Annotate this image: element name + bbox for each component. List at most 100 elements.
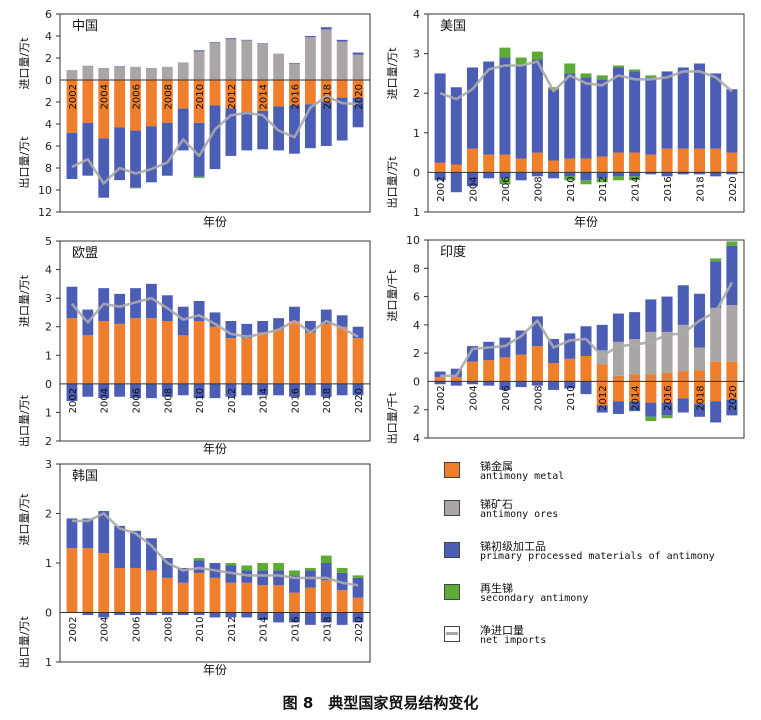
bar-export-primary (726, 172, 738, 175)
bar-import-ores (241, 40, 253, 80)
x-tick-label: 2020 (354, 388, 365, 413)
y-axis-label-export: 出口量/千t (385, 392, 399, 445)
bar-import-primary (352, 52, 364, 55)
bar-import-metal (580, 355, 592, 382)
bar-import-ores (146, 67, 157, 80)
chart-title: 美国 (440, 19, 466, 34)
y-tick-label: 3 (45, 292, 52, 305)
bar-export-secondary (130, 187, 141, 189)
bar-export-primary (320, 612, 332, 623)
bar-import-metal (130, 567, 141, 613)
bar-export-primary (289, 612, 300, 623)
y-tick-label: 4 (413, 8, 420, 21)
bar-import-metal (289, 592, 300, 613)
bar-import-ores (161, 66, 173, 80)
bar-import-metal (225, 338, 237, 384)
y-tick-label: 5 (45, 235, 52, 248)
bar-import-secondary (726, 241, 738, 246)
bar-export-metal (352, 80, 364, 98)
bar-import-ores (336, 41, 348, 80)
bar-import-ores (726, 305, 738, 362)
bar-import-ores (645, 331, 657, 375)
bar-import-metal (612, 152, 624, 173)
bar-import-metal (483, 360, 495, 382)
bar-export-metal (114, 80, 126, 128)
y-tick-label: 8 (413, 262, 420, 275)
bar-import-metal (612, 375, 624, 382)
bar-import-primary (483, 341, 495, 361)
bar-import-metal (177, 335, 189, 384)
x-tick-label: 2016 (290, 617, 301, 642)
bar-export-primary (336, 612, 348, 625)
x-tick-label: 2008 (533, 385, 544, 410)
bar-export-primary (499, 381, 511, 390)
bar-import-metal (352, 597, 364, 613)
bar-import-primary (304, 36, 316, 38)
bar-import-metal (320, 323, 332, 384)
x-tick-label: 2010 (566, 385, 577, 410)
bar-export-metal (146, 80, 157, 127)
y-tick-label: 0 (45, 74, 52, 87)
bar-import-primary (193, 50, 205, 52)
net-imports-line (440, 281, 734, 378)
bar-export-primary (304, 383, 316, 396)
net-imports-line (71, 512, 359, 587)
legend-item-net-imports: 净进口量 net imports (444, 622, 744, 652)
bar-export-primary (450, 172, 462, 193)
bar-export-primary (209, 383, 221, 399)
legend-label-zh: 净进口量 (480, 624, 524, 637)
y-tick-label: 2 (413, 404, 420, 417)
bar-import-metal (515, 354, 527, 382)
bar-export-primary (177, 108, 189, 151)
bar-import-primary (82, 518, 94, 549)
bar-export-metal (177, 80, 189, 109)
bar-import-metal (677, 371, 689, 382)
bar-export-primary (82, 383, 94, 397)
bar-import-secondary (273, 563, 284, 571)
bar-import-primary (515, 65, 527, 159)
bar-import-primary (130, 530, 141, 568)
bar-import-primary (434, 371, 446, 378)
bar-import-primary (596, 324, 608, 351)
bar-import-ores (693, 347, 705, 371)
y-axis-label-import: 进口量/万t (386, 47, 399, 100)
x-tick-label: 2020 (728, 385, 739, 410)
x-tick-label: 2020 (354, 617, 365, 642)
bar-import-metal (531, 346, 543, 382)
x-tick-label: 2006 (132, 617, 143, 642)
x-tick-label: 2008 (163, 388, 174, 413)
bar-import-primary (241, 323, 253, 339)
y-tick-label: 4 (45, 264, 52, 277)
y-tick-label: 4 (45, 118, 52, 131)
bar-import-ores (304, 37, 316, 80)
bar-export-primary (273, 612, 284, 623)
bar-export-primary (499, 172, 511, 179)
bar-import-ores (257, 43, 269, 80)
bar-export-primary (467, 381, 479, 385)
bar-import-metal (548, 160, 560, 173)
x-tick-label: 2010 (566, 176, 577, 201)
bar-import-metal (499, 357, 511, 382)
bar-export-primary (531, 381, 543, 386)
x-tick-label: 2012 (227, 617, 238, 642)
bar-export-metal (612, 381, 624, 402)
bar-export-primary (257, 612, 269, 620)
bar-import-ores (130, 66, 141, 80)
x-tick-label: 2018 (322, 84, 333, 109)
bar-export-secondary (564, 176, 576, 181)
bar-import-metal (580, 158, 592, 173)
bar-import-secondary (499, 47, 511, 58)
bar-export-primary (304, 104, 316, 149)
bar-export-primary (257, 383, 269, 396)
bar-import-primary (66, 286, 78, 319)
bar-import-ores (98, 67, 110, 80)
bar-import-metal (693, 370, 705, 382)
bar-export-secondary (629, 176, 641, 181)
bar-import-primary (161, 558, 173, 578)
bar-import-secondary (612, 65, 624, 68)
bar-export-primary (336, 383, 348, 396)
x-tick-label: 2020 (354, 84, 365, 109)
bar-import-metal (257, 332, 269, 384)
bar-import-primary (289, 575, 300, 593)
bar-import-metal (467, 361, 479, 382)
